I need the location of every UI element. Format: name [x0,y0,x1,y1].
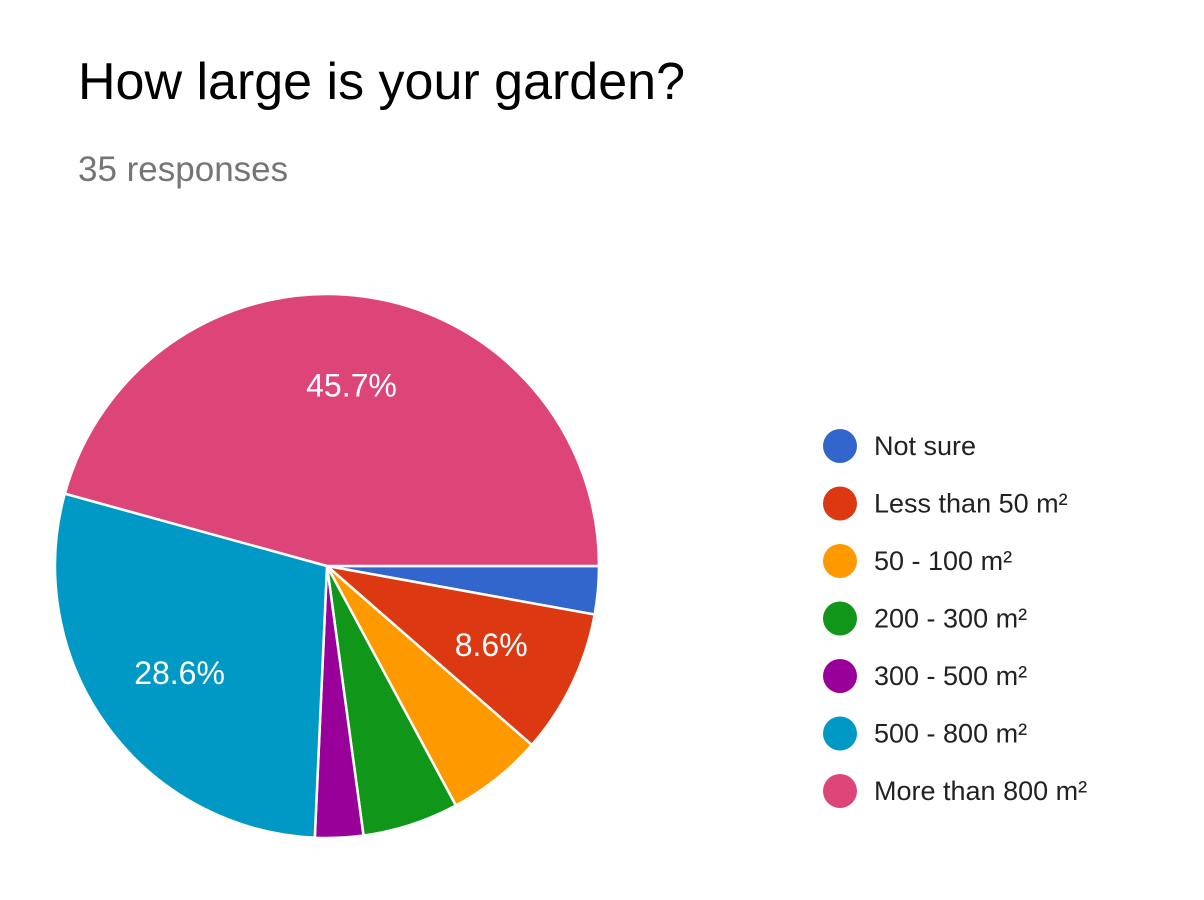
legend-label-less-than-50-m2: Less than 50 m² [874,489,1068,519]
data-label-less-than-50-m2: 8.6% [455,627,528,663]
pie-slice-less-than-50-m2 [322,563,597,747]
pie-slice-500-800-m2 [53,492,329,840]
legend-swatch-50-100-m2 [823,544,857,578]
legend-label-not-sure: Not sure [874,431,976,461]
legend-label-50-100-m2: 50 - 100 m² [874,546,1012,576]
legend-label-300-500-m2: 300 - 500 m² [874,661,1027,691]
chart-title: How large is your garden? [78,53,685,111]
data-label-more-than-800-m2: 45.7% [306,367,397,403]
legend-swatch-not-sure [823,429,857,463]
legend-swatch-300-500-m2 [823,659,857,693]
pie-slices [53,292,601,840]
legend-swatch-500-800-m2 [823,716,857,751]
legend-label-200-300-m2: 200 - 300 m² [874,604,1027,634]
response-count: 35 responses [78,150,289,189]
chart-legend: Not sure Less than 50 m² 50 - 100 m² 200 - … [823,429,1087,808]
legend-label-500-800-m2: 500 - 800 m² [874,719,1027,749]
legend-swatch-more-than-800-m2 [823,774,857,808]
legend-label-more-than-800-m2: More than 800 m² [874,776,1087,806]
legend-swatch-200-300-m2 [823,601,857,636]
pie-data-labels: 8.6% 28.6% 45.7% [134,367,527,691]
pie-slice-more-than-800-m2 [63,292,601,568]
data-label-500-800-m2: 28.6% [134,655,225,691]
legend-swatch-less-than-50-m2 [823,486,857,521]
